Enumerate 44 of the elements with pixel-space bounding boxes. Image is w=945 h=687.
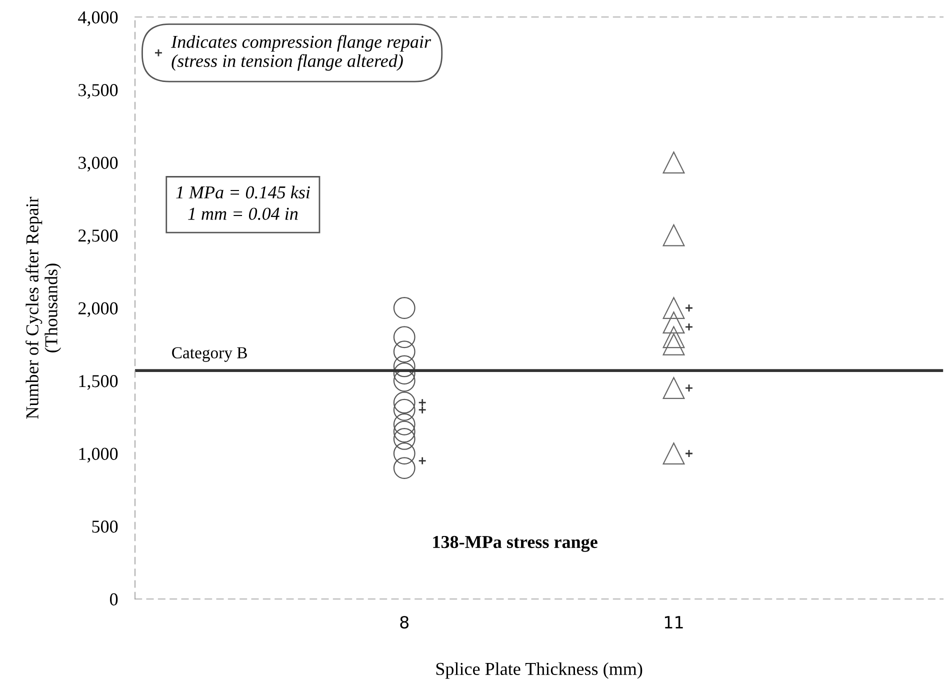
- y-tick-label: 3,500: [78, 84, 118, 99]
- point: [393, 457, 416, 480]
- point: [662, 333, 685, 356]
- point: [418, 456, 426, 465]
- y-tick-label: 0: [110, 593, 118, 606]
- point: [393, 398, 416, 421]
- point: [684, 304, 694, 312]
- point: [393, 297, 416, 319]
- annotation: 138-MPa stress range: [433, 536, 598, 552]
- point: [418, 406, 426, 414]
- point: [393, 340, 416, 363]
- point: [393, 428, 416, 450]
- point: [684, 322, 694, 332]
- y-tick-label: 500: [92, 520, 118, 533]
- y-tick-label: 4,000: [78, 11, 118, 26]
- y-tick-label: 2,500: [78, 230, 118, 244]
- point: [662, 152, 685, 174]
- y-axis-title: Number of Cycles after Repair (Thousands): [26, 196, 62, 419]
- x-tick-label: 8: [400, 616, 409, 629]
- y-tick-label: 1,000: [79, 448, 118, 463]
- point: [393, 420, 416, 443]
- y-tick-label: 3,000: [78, 156, 118, 172]
- point: [393, 392, 416, 414]
- point: [393, 413, 416, 436]
- x-axis-title: Splice Plate Thickness (mm): [436, 662, 642, 679]
- point: [662, 377, 685, 399]
- point: [393, 355, 416, 378]
- point: [393, 326, 416, 348]
- point: [662, 326, 685, 348]
- x-tick-label: 11: [664, 616, 683, 628]
- point: [418, 398, 426, 407]
- point: [662, 442, 685, 464]
- point: [662, 312, 685, 334]
- point: [393, 362, 416, 384]
- y-tick-label: 1,500: [79, 375, 118, 390]
- y-tick-label: 2,000: [78, 302, 118, 318]
- point: [684, 384, 694, 392]
- point: [684, 449, 694, 458]
- ref-line-label: Category B: [172, 347, 247, 362]
- annotation: 1 MPa = 0.145 ksi 1 mm = 0.04 in: [176, 186, 310, 220]
- point: [662, 297, 685, 319]
- legend-label: Indicates compression flange repair (stress in tension flange altered): [171, 35, 432, 71]
- point: [393, 442, 416, 464]
- point: [662, 224, 685, 246]
